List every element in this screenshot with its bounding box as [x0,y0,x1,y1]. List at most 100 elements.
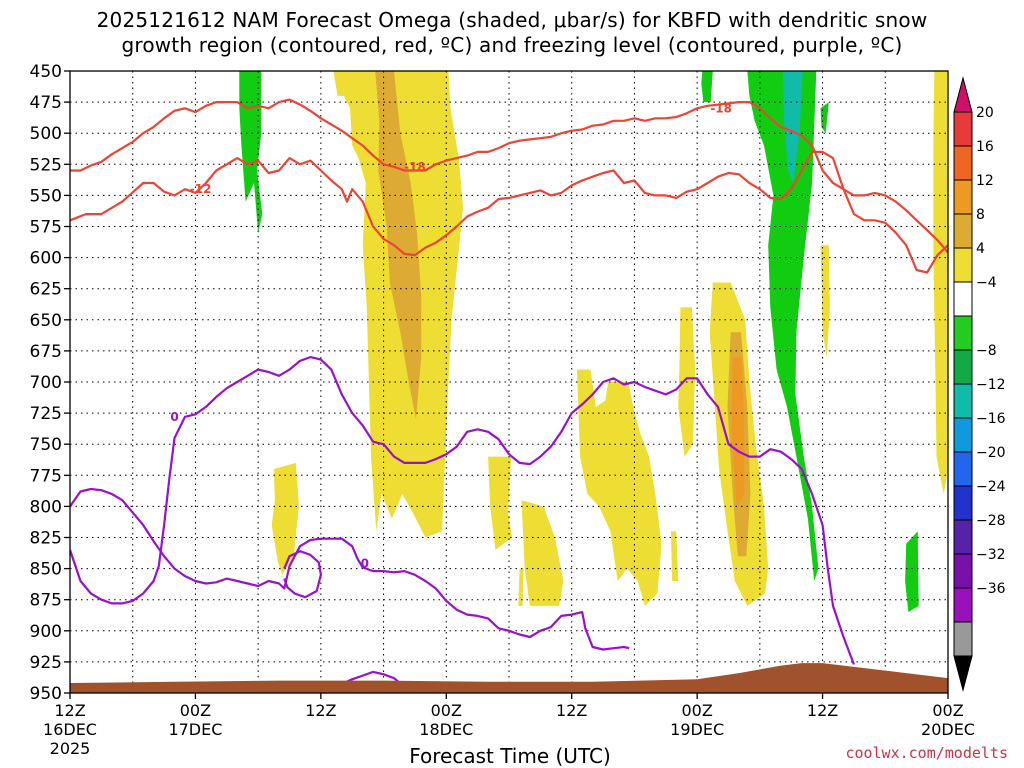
colorbar-label: 4 [976,241,985,257]
colorbar-bin [953,451,973,487]
omega-region-4 [820,245,830,358]
x-tick-date: 19DEC [670,720,724,739]
colorbar-label: −16 [976,411,1006,427]
y-tick-label: 550 [30,186,62,206]
x-tick-label: 00Z [431,701,462,720]
colorbar-label: −28 [976,513,1006,529]
chart-title-line-1: 2025121612 NAM Forecast Omega (shaded, μ… [96,8,928,32]
omega-region-4 [576,369,662,606]
colorbar: 20 16 12 8 4 −4 −8 −12 −16 −20 −24 −28 −32 −36 [953,76,1006,692]
y-tick-label: 650 [30,311,62,331]
omega-region--8 [747,71,819,581]
omega-region-4 [518,568,524,606]
colorbar-arrow-top [953,76,973,113]
omega-region-4 [488,456,513,550]
x-tick-date: 17DEC [168,720,222,739]
y-tick-label: 500 [30,124,62,144]
contour-label: -18 [404,160,426,174]
terrain-fill [70,663,948,693]
colorbar-label: −36 [976,581,1006,597]
terrain [70,663,948,693]
colorbar-label: −4 [976,275,997,291]
colorbar-bin [953,587,973,623]
colorbar-bin [953,621,973,657]
y-tick-label: 750 [30,435,62,455]
credit-link[interactable]: coolwx.com/modelts [845,744,1008,762]
x-tick-label: 12Z [807,701,838,720]
y-tick-label: 525 [30,155,62,175]
contour-label: 0 [361,557,369,571]
colorbar-bin [953,213,973,249]
y-tick-label: 675 [30,342,62,362]
colorbar-arrow-bottom [953,655,973,692]
contour-label: -12 [190,182,212,196]
x-tick-label: 12Z [305,701,336,720]
y-tick-label: 800 [30,497,62,517]
x-tick-label: 12Z [556,701,587,720]
omega-region--12 [782,71,803,183]
omega-region-12 [731,357,745,507]
y-tick-label: 775 [30,466,62,486]
colorbar-bin [953,145,973,181]
y-axis: 450 475 500 525 550 575 600 625 650 675 700 725 750 7… [30,62,70,704]
colorbar-bin [953,315,973,351]
contour-line [70,150,948,274]
omega-region--8 [701,71,713,103]
omega-region-4 [271,462,299,575]
contour-line [70,98,948,254]
x-tick-label: 00Z [180,701,211,720]
chart-title-line-2: growth region (contoured, red, ºC) and f… [121,33,903,57]
y-tick-label: 450 [30,62,62,82]
y-tick-label: 950 [30,684,62,704]
colorbar-label: −8 [976,343,997,359]
y-tick-label: 575 [30,218,62,238]
x-tick-date: 18DEC [419,720,473,739]
y-tick-label: 600 [30,249,62,269]
omega-region--8 [239,71,263,233]
colorbar-bin [953,179,973,215]
y-tick-label: 700 [30,373,62,393]
colorbar-bin [953,247,973,283]
y-tick-label: 875 [30,591,62,611]
x-tick-label: 00Z [681,701,712,720]
grid-lines [70,71,948,693]
colorbar-bin [953,111,973,147]
colorbar-label: −32 [976,547,1006,563]
omega-region--8 [820,102,829,134]
y-tick-label: 825 [30,529,62,549]
colorbar-bin [953,553,973,589]
x-tick-date: 20DEC [921,720,975,739]
y-tick-label: 900 [30,622,62,642]
omega-region-4 [671,531,679,581]
colorbar-label: 8 [976,207,985,223]
colorbar-label: −20 [976,445,1006,461]
colorbar-bin [953,485,973,521]
x-tick-label: 12Z [54,701,85,720]
omega-region-8 [375,71,422,420]
y-tick-label: 625 [30,280,62,300]
omega-region-4 [933,71,948,494]
contour-line [70,356,855,665]
x-axis-label: Forecast Time (UTC) [409,744,611,768]
x-tick-year: 2025 [50,739,91,758]
contour-label: 0 [170,410,178,424]
colorbar-label: −12 [976,377,1006,393]
colorbar-label: 12 [976,173,994,189]
colorbar-bin [953,349,973,385]
colorbar-label: −24 [976,479,1006,495]
y-tick-label: 850 [30,560,62,580]
y-tick-label: 925 [30,653,62,673]
contours: -12 -18 0 0 -18 [70,98,948,688]
contour-line [70,487,630,651]
contour-line [343,670,406,688]
colorbar-label: 20 [976,105,994,121]
omega-shading [239,71,948,613]
omega-region--8 [905,531,919,613]
colorbar-bin [953,519,973,555]
contour-line [283,550,322,599]
colorbar-label: 16 [976,139,994,155]
x-tick-date: 16DEC [43,720,97,739]
colorbar-bin [953,417,973,453]
